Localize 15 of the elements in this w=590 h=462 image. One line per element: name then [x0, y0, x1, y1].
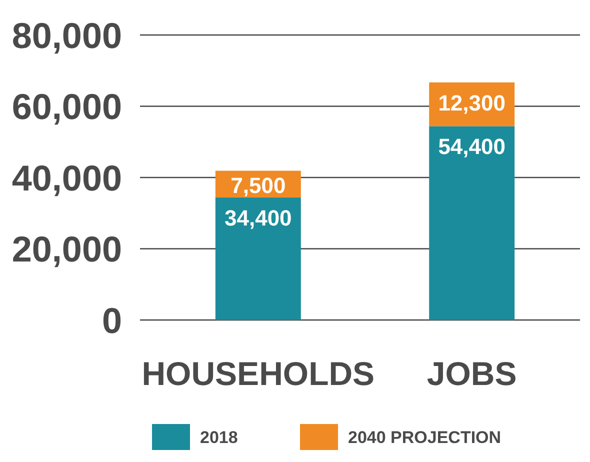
y-tick-label: 80,000: [12, 14, 122, 56]
x-tick-label: HOUSEHOLDS: [142, 355, 375, 392]
y-tick-label: 0: [102, 300, 122, 341]
data-label: 12,300: [438, 90, 506, 116]
y-tick-label: 60,000: [12, 86, 122, 128]
y-tick-label: 40,000: [12, 157, 122, 198]
legend-label: 2018: [200, 428, 238, 448]
y-tick-label: 20,000: [12, 228, 122, 270]
bar: [215, 197, 301, 320]
legend-label: 2040 PROJECTION: [348, 428, 502, 448]
bar: [429, 126, 515, 320]
x-tick-label: JOBS: [426, 355, 517, 392]
data-label: 34,400: [224, 205, 292, 230]
data-label: 7,500: [230, 173, 286, 198]
data-label: 54,400: [438, 134, 506, 160]
